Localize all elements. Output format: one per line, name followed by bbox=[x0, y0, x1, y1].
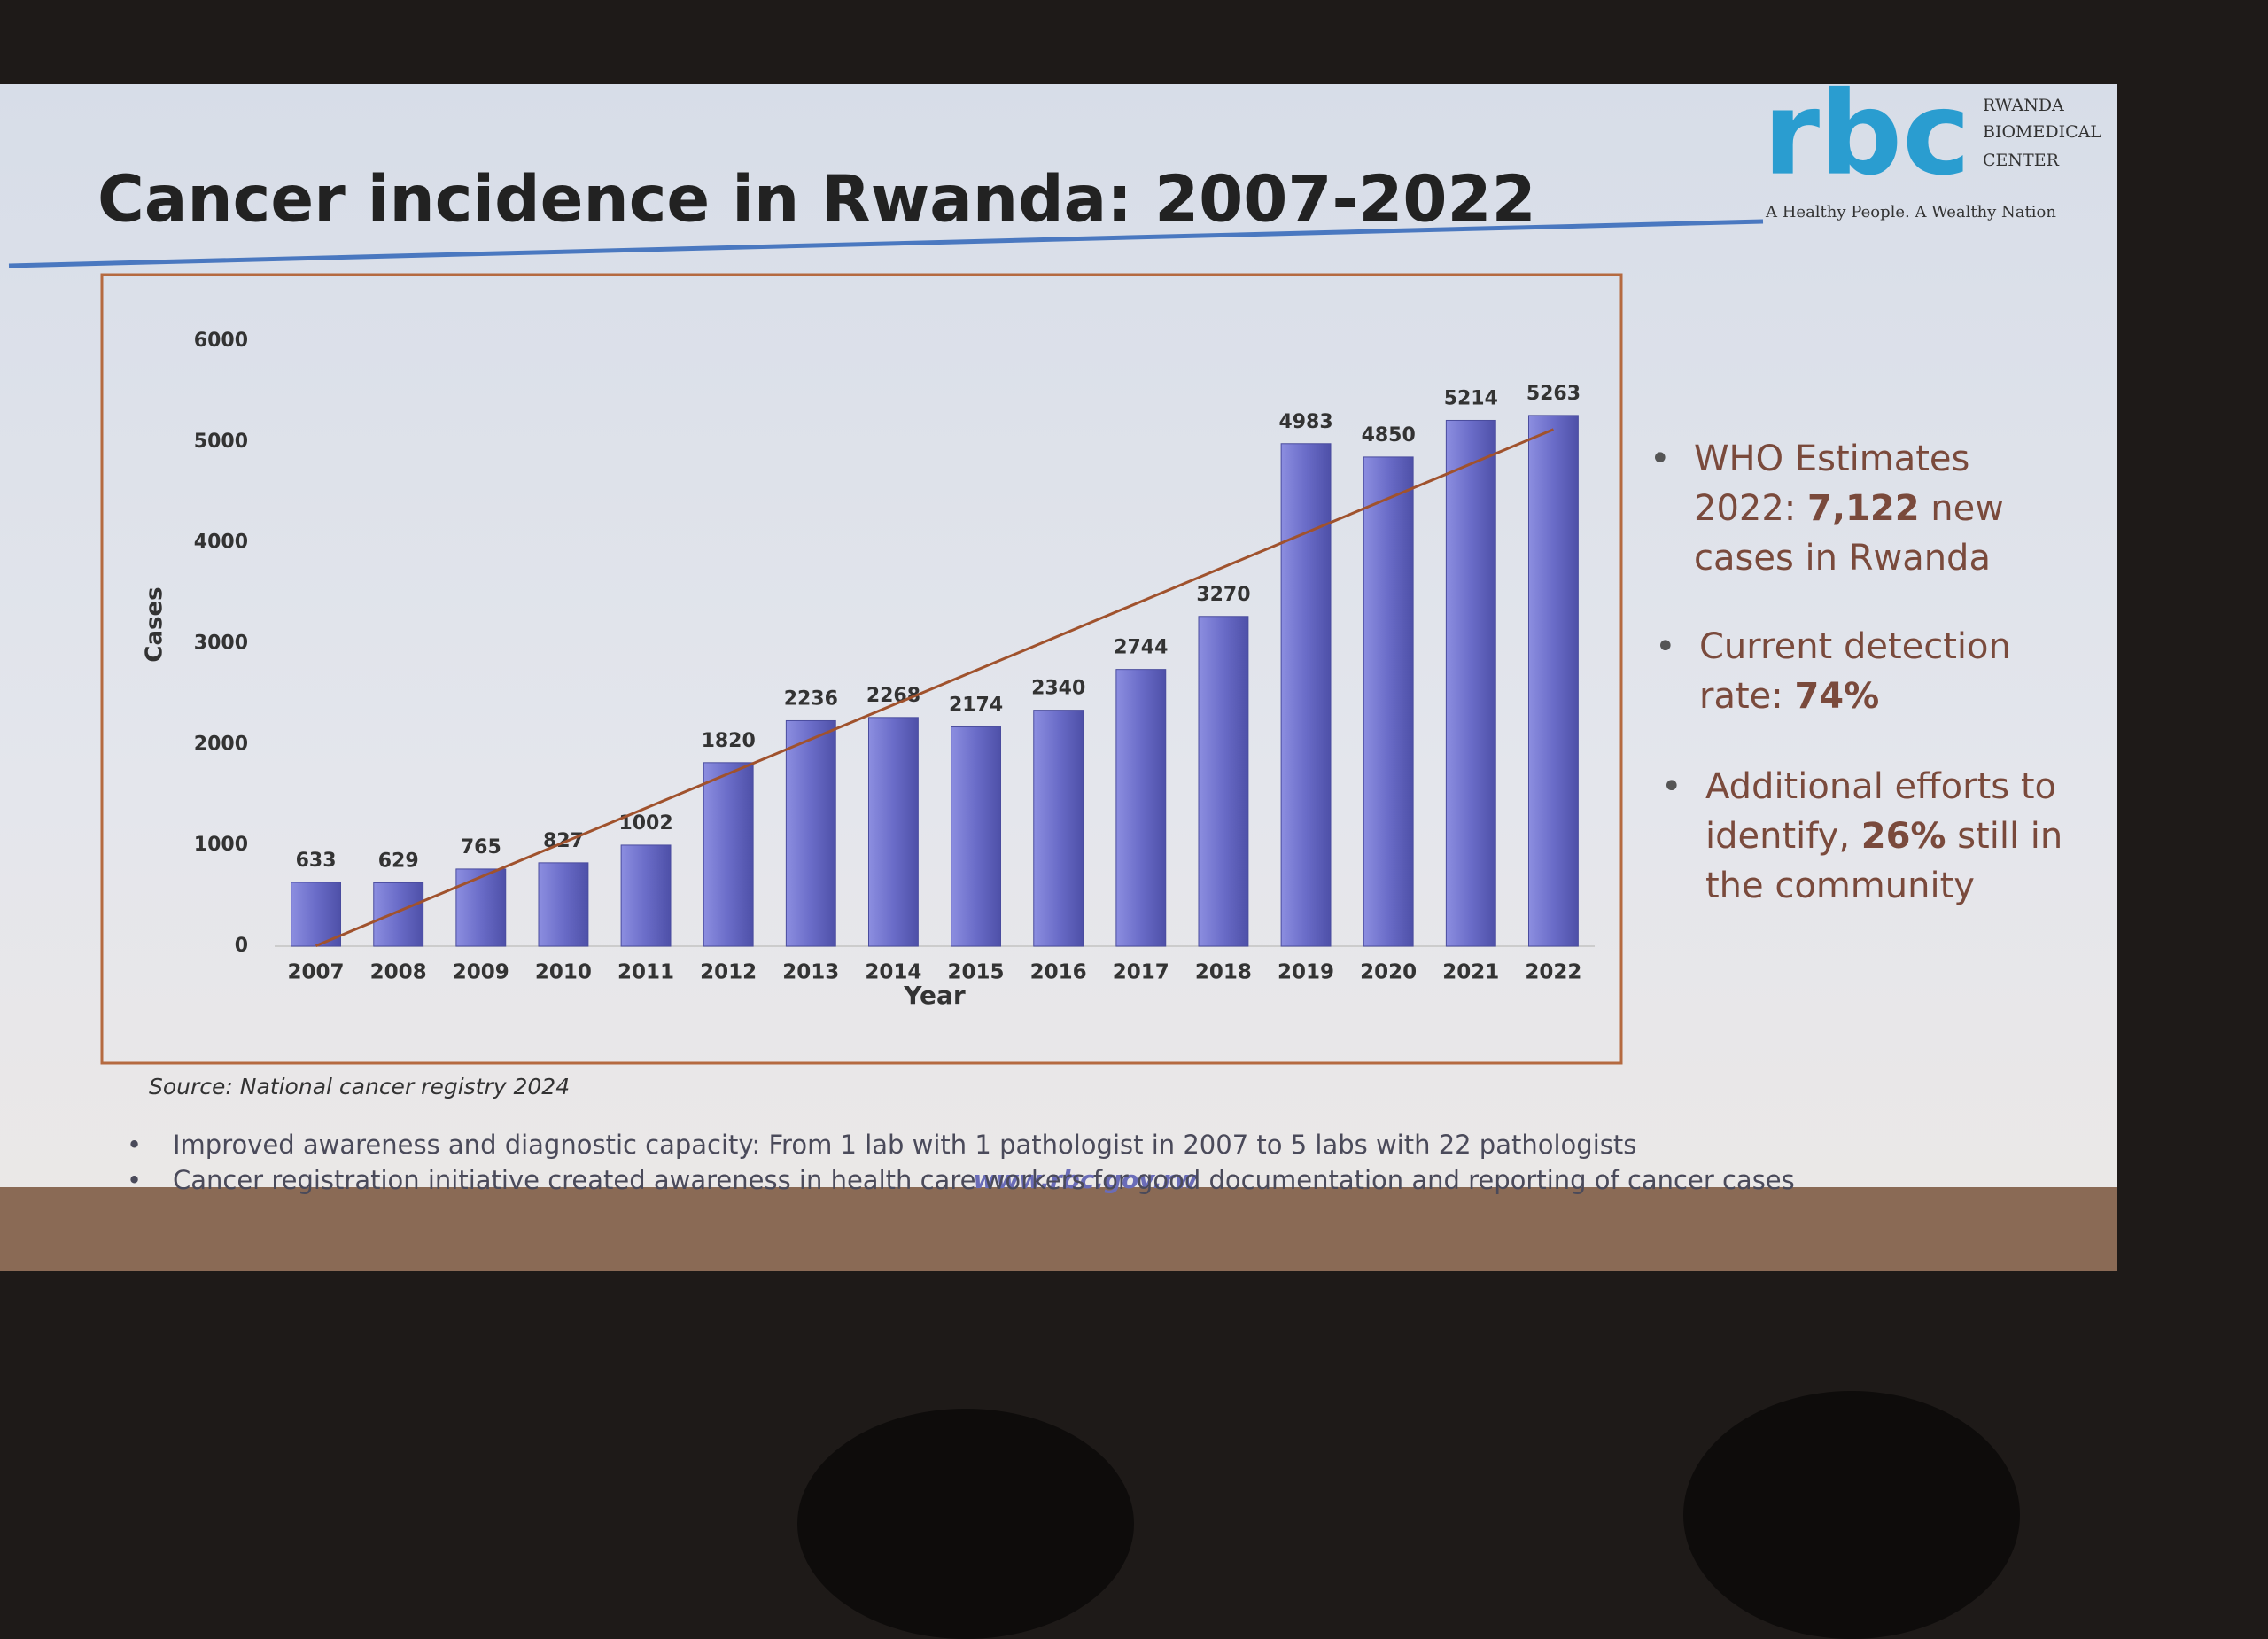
bar bbox=[1115, 669, 1167, 947]
bullet-bold: 26% bbox=[1860, 816, 1946, 857]
value-label: 4850 bbox=[1362, 424, 1416, 447]
bottom-bullet: Cancer registration initiative created a… bbox=[127, 1165, 1795, 1195]
logo-name: CENTER bbox=[1983, 151, 2060, 170]
logo-name: BIOMEDICAL bbox=[1983, 122, 2101, 142]
x-tick-label: 2013 bbox=[782, 961, 839, 984]
value-label: 5263 bbox=[1526, 383, 1581, 405]
value-label: 2340 bbox=[1031, 678, 1085, 700]
bar bbox=[1198, 616, 1249, 947]
page: Cancer incidence in Rwanda: 2007-2022 rb… bbox=[0, 0, 2268, 1511]
bullet-text: WHO Estimates 2022: bbox=[1694, 439, 1970, 529]
bar bbox=[868, 717, 919, 947]
y-tick-label: 4000 bbox=[194, 532, 248, 554]
audience-head bbox=[1683, 1391, 2020, 1639]
y-tick-label: 2000 bbox=[194, 733, 248, 755]
value-label: 2268 bbox=[866, 685, 920, 707]
value-label: 633 bbox=[296, 850, 337, 872]
slide-band bbox=[0, 1187, 2117, 1271]
trend-line bbox=[315, 428, 1555, 947]
bar bbox=[455, 868, 507, 947]
bar bbox=[538, 862, 589, 947]
x-tick-label: 2021 bbox=[1442, 961, 1499, 984]
y-tick-label: 0 bbox=[235, 935, 248, 957]
x-tick-label: 2010 bbox=[535, 961, 592, 984]
audience-head bbox=[797, 1409, 1134, 1639]
x-axis-label: Year bbox=[903, 981, 966, 1010]
title-rule bbox=[8, 219, 1764, 268]
side-bullet: Additional efforts to identify, 26% stil… bbox=[1661, 762, 2078, 911]
bar bbox=[1445, 419, 1496, 947]
bar bbox=[373, 882, 424, 947]
bar bbox=[703, 762, 754, 947]
value-label: 2236 bbox=[784, 687, 838, 710]
value-label: 4983 bbox=[1278, 411, 1332, 433]
bar bbox=[951, 726, 1001, 947]
value-label: 1820 bbox=[702, 730, 756, 752]
side-bullet: Current detection rate: 74% bbox=[1655, 622, 2071, 721]
x-tick-label: 2014 bbox=[865, 961, 921, 984]
chart-frame bbox=[100, 273, 1623, 1065]
x-tick-label: 2020 bbox=[1360, 961, 1417, 984]
bar bbox=[1528, 415, 1579, 947]
value-label: 629 bbox=[378, 850, 419, 872]
bar bbox=[1280, 443, 1332, 947]
x-tick-label: 2009 bbox=[453, 961, 509, 984]
x-tick-label: 2007 bbox=[288, 961, 345, 984]
bullet-text: Additional efforts to identify, bbox=[1705, 766, 2056, 857]
x-tick-label: 2008 bbox=[370, 961, 427, 984]
logo-name: RWANDA bbox=[1983, 96, 2064, 115]
x-tick-label: 2017 bbox=[1113, 961, 1169, 984]
bar bbox=[291, 882, 341, 947]
y-tick-label: 3000 bbox=[194, 633, 248, 655]
chart-title: Cancer incidence in Rwanda: 2007-2022 bbox=[97, 162, 1536, 237]
value-label: 2174 bbox=[949, 695, 1003, 717]
bar bbox=[1033, 710, 1084, 947]
bar bbox=[1363, 456, 1414, 947]
x-tick-label: 2019 bbox=[1278, 961, 1334, 984]
bullet-bold: 7,122 bbox=[1807, 488, 1920, 529]
value-label: 3270 bbox=[1196, 584, 1250, 606]
value-label: 5214 bbox=[1444, 387, 1498, 409]
bottom-bullet: Improved awareness and diagnostic capaci… bbox=[127, 1130, 1636, 1160]
bullet-text: still in the community bbox=[1705, 816, 2063, 906]
x-tick-label: 2018 bbox=[1195, 961, 1252, 984]
y-tick-label: 6000 bbox=[194, 330, 248, 352]
chart: Cancer incidence in Rwanda: 2007-2022 rb… bbox=[8, 66, 2101, 1194]
bar bbox=[620, 844, 672, 947]
bullet-text: new cases in Rwanda bbox=[1694, 488, 2004, 579]
x-tick-label: 2011 bbox=[617, 961, 674, 984]
bar bbox=[785, 719, 836, 947]
logo-mark: rbc bbox=[1763, 66, 1970, 201]
y-tick-label: 1000 bbox=[194, 834, 248, 856]
bullet-bold: 74% bbox=[1794, 676, 1880, 717]
logo-tagline: A Healthy People. A Wealthy Nation bbox=[1765, 203, 2056, 221]
side-bullet: WHO Estimates 2022: 7,122 new cases in R… bbox=[1650, 434, 2066, 583]
x-tick-label: 2012 bbox=[700, 961, 757, 984]
x-tick-label: 2015 bbox=[948, 961, 1005, 984]
x-tick-label: 2022 bbox=[1525, 961, 1581, 984]
value-label: 2744 bbox=[1114, 637, 1168, 659]
y-axis-label: Cases bbox=[142, 586, 168, 662]
y-tick-label: 5000 bbox=[194, 431, 248, 453]
value-label: 765 bbox=[461, 836, 501, 858]
x-tick-label: 2016 bbox=[1030, 961, 1087, 984]
bullet-text: Current detection rate: bbox=[1699, 626, 2011, 717]
source-note: Source: National cancer registry 2024 bbox=[149, 1074, 570, 1099]
